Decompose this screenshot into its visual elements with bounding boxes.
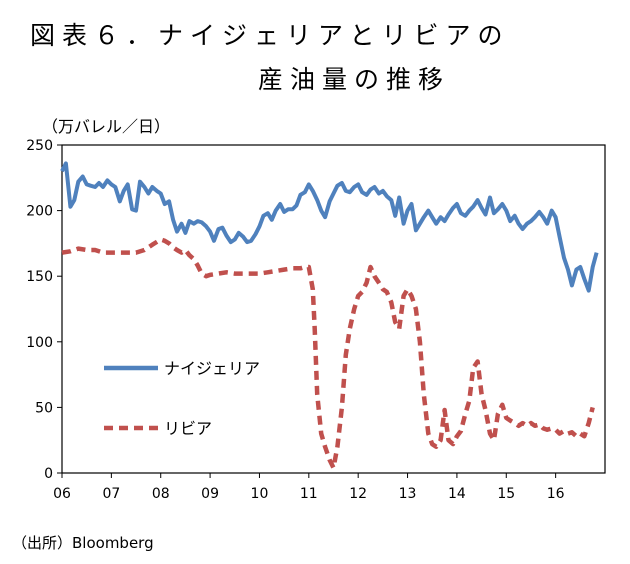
legend-label: リビア (164, 419, 212, 438)
x-tick-label: 14 (448, 486, 466, 502)
y-tick-label: 250 (26, 138, 53, 154)
x-axis: 06 07 08 09 10 11 12 13 14 15 16 (53, 473, 565, 502)
x-tick-label: 09 (201, 486, 219, 502)
source-note: （出所）Bloomberg (12, 534, 154, 552)
y-tick-label: 100 (26, 335, 53, 351)
x-tick-label: 12 (349, 486, 367, 502)
x-tick-label: 13 (399, 486, 417, 502)
plot-area-frame (61, 144, 606, 474)
x-tick-label: 06 (53, 486, 71, 502)
x-tick-label: 10 (251, 486, 269, 502)
chart-title-line1: 図表６．ナイジェリアとリビアの (30, 21, 510, 50)
y-tick-label: 0 (44, 466, 53, 482)
y-tick-label: 50 (35, 400, 53, 416)
legend-label: ナイジェリア (164, 359, 260, 378)
chart-title-line2: 産油量の推移 (258, 65, 451, 94)
series-line-1 (61, 237, 595, 471)
x-tick-label: 08 (152, 486, 170, 502)
x-tick-label: 15 (497, 486, 515, 502)
y-axis-unit-label: （万バレル／日） (42, 117, 171, 136)
series-line-0 (60, 161, 599, 293)
y-axis: 0 50 100 150 200 250 (26, 138, 62, 482)
series-layer (60, 161, 599, 471)
y-tick-label: 150 (26, 269, 53, 285)
x-tick-label: 11 (300, 486, 318, 502)
y-tick-label: 200 (26, 204, 53, 220)
x-tick-label: 07 (102, 486, 120, 502)
x-tick-label: 16 (547, 486, 565, 502)
